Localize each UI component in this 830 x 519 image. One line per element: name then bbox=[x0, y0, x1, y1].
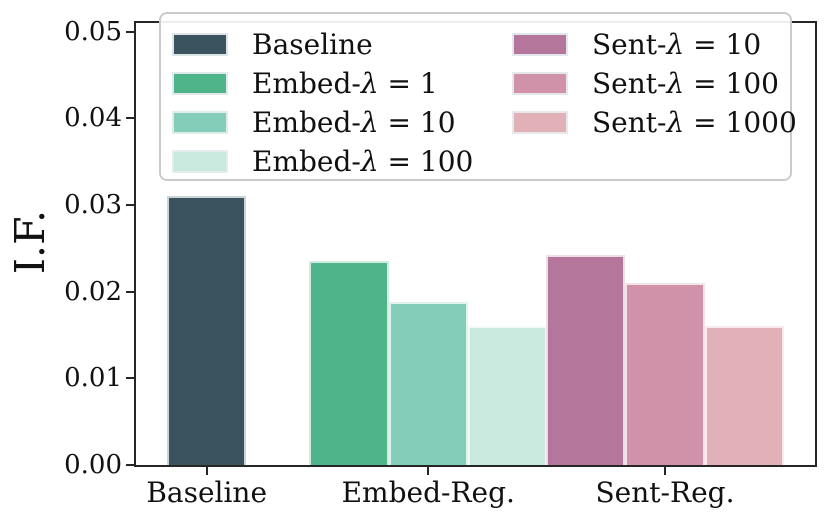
bar-sent-lambda-10 bbox=[546, 255, 626, 465]
legend-item-baseline: Baseline bbox=[172, 25, 512, 64]
bar-embed-lambda-100 bbox=[467, 326, 548, 465]
legend-swatch-baseline bbox=[172, 33, 228, 56]
x-tick bbox=[205, 467, 208, 475]
legend-item-label: Sent-λ = 10 bbox=[592, 27, 762, 61]
y-tick bbox=[126, 204, 134, 206]
y-tick-label: 0.00 bbox=[64, 450, 122, 480]
legend-swatch-embed-lambda-100 bbox=[172, 150, 228, 173]
x-tick-label-sent-reg: Sent-Reg. bbox=[595, 476, 735, 509]
legend-swatch-embed-lambda-10 bbox=[172, 111, 228, 134]
y-tick bbox=[126, 464, 134, 466]
bar-sent-lambda-1000 bbox=[704, 326, 784, 465]
legend-item-label: Baseline bbox=[252, 27, 373, 61]
x-tick bbox=[427, 467, 430, 475]
x-tick bbox=[664, 467, 666, 475]
y-tick-label: 0.03 bbox=[64, 190, 122, 220]
legend-item-label: Embed-λ = 100 bbox=[252, 144, 474, 178]
y-tick bbox=[126, 377, 134, 380]
y-tick bbox=[126, 117, 134, 120]
bar-embed-lambda-10 bbox=[388, 302, 468, 465]
legend-item-embed-lambda-10: Embed-λ = 10 bbox=[172, 103, 512, 142]
y-tick bbox=[126, 290, 134, 293]
x-tick-label-baseline: Baseline bbox=[146, 476, 268, 509]
legend-item-label: Sent-λ = 100 bbox=[592, 66, 779, 100]
bar-baseline bbox=[167, 196, 247, 465]
legend-item-label: Sent-λ = 1000 bbox=[592, 105, 797, 139]
y-axis-label: I.F. bbox=[6, 209, 54, 275]
bar-embed-lambda-1 bbox=[309, 261, 389, 465]
legend-item-sent-lambda-10: Sent-λ = 10 bbox=[512, 25, 797, 64]
y-tick bbox=[126, 30, 134, 33]
legend-swatch-sent-lambda-1000 bbox=[512, 111, 568, 134]
legend-swatch-embed-lambda-1 bbox=[172, 72, 228, 95]
legend-item-label: Embed-λ = 10 bbox=[252, 105, 456, 139]
legend-item-sent-lambda-1000: Sent-λ = 1000 bbox=[512, 103, 797, 142]
y-tick-label: 0.04 bbox=[64, 103, 122, 134]
legend-swatch-sent-lambda-100 bbox=[512, 72, 568, 95]
legend-swatch-sent-lambda-10 bbox=[512, 33, 568, 56]
y-tick-label: 0.01 bbox=[64, 363, 122, 394]
bar-sent-lambda-100 bbox=[625, 283, 705, 465]
legend: Baseline Embed-λ = 1 Embed-λ = 10 Embed-λ =… bbox=[159, 12, 797, 181]
x-tick-label-embed-reg: Embed-Reg. bbox=[341, 476, 515, 509]
y-tick-label: 0.02 bbox=[64, 276, 122, 307]
y-tick-label: 0.05 bbox=[64, 16, 122, 47]
legend-item-label: Embed-λ = 1 bbox=[252, 66, 438, 100]
legend-item-embed-lambda-100: Embed-λ = 100 bbox=[172, 142, 512, 181]
legend-item-sent-lambda-100: Sent-λ = 100 bbox=[512, 64, 797, 103]
legend-item-embed-lambda-1: Embed-λ = 1 bbox=[172, 64, 512, 103]
